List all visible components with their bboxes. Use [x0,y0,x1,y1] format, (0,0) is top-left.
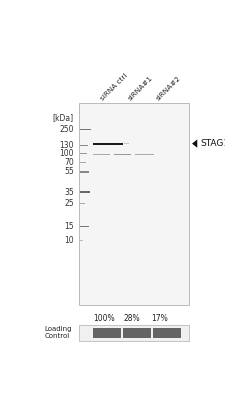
Text: 35: 35 [64,188,73,197]
Text: 250: 250 [59,125,73,134]
Bar [79,325,189,341]
Text: siRNA#2: siRNA#2 [155,75,181,102]
Text: 100%: 100% [92,314,114,322]
Bar [80,226,88,227]
Text: 15: 15 [64,222,73,231]
Text: 100: 100 [59,149,73,158]
Text: 10: 10 [64,236,73,245]
Bar [93,143,122,145]
Bar [80,162,86,163]
Text: 28%: 28% [123,314,139,322]
Bar [80,129,91,130]
Bar [80,191,89,193]
Bar [122,328,150,338]
Text: Loading
Control: Loading Control [44,326,72,339]
Text: siRNA#1: siRNA#1 [127,75,153,102]
Text: siRNA ctrl: siRNA ctrl [99,73,128,102]
Bar [152,328,180,338]
Bar [135,154,154,155]
Text: STAG1: STAG1 [199,139,225,148]
Bar [80,145,88,146]
Bar [80,203,85,204]
Text: 70: 70 [64,158,73,167]
Bar [80,153,87,154]
Bar [79,103,189,306]
Bar [123,143,128,144]
Bar [93,328,121,338]
Text: 17%: 17% [151,314,167,322]
Text: 130: 130 [59,141,73,150]
Bar [114,154,130,155]
Bar [80,240,83,241]
Bar [93,154,109,155]
Text: [kDa]: [kDa] [52,113,74,122]
Text: 25: 25 [64,199,73,208]
Polygon shape [191,140,196,148]
Text: 55: 55 [64,168,73,176]
Bar [80,171,88,173]
